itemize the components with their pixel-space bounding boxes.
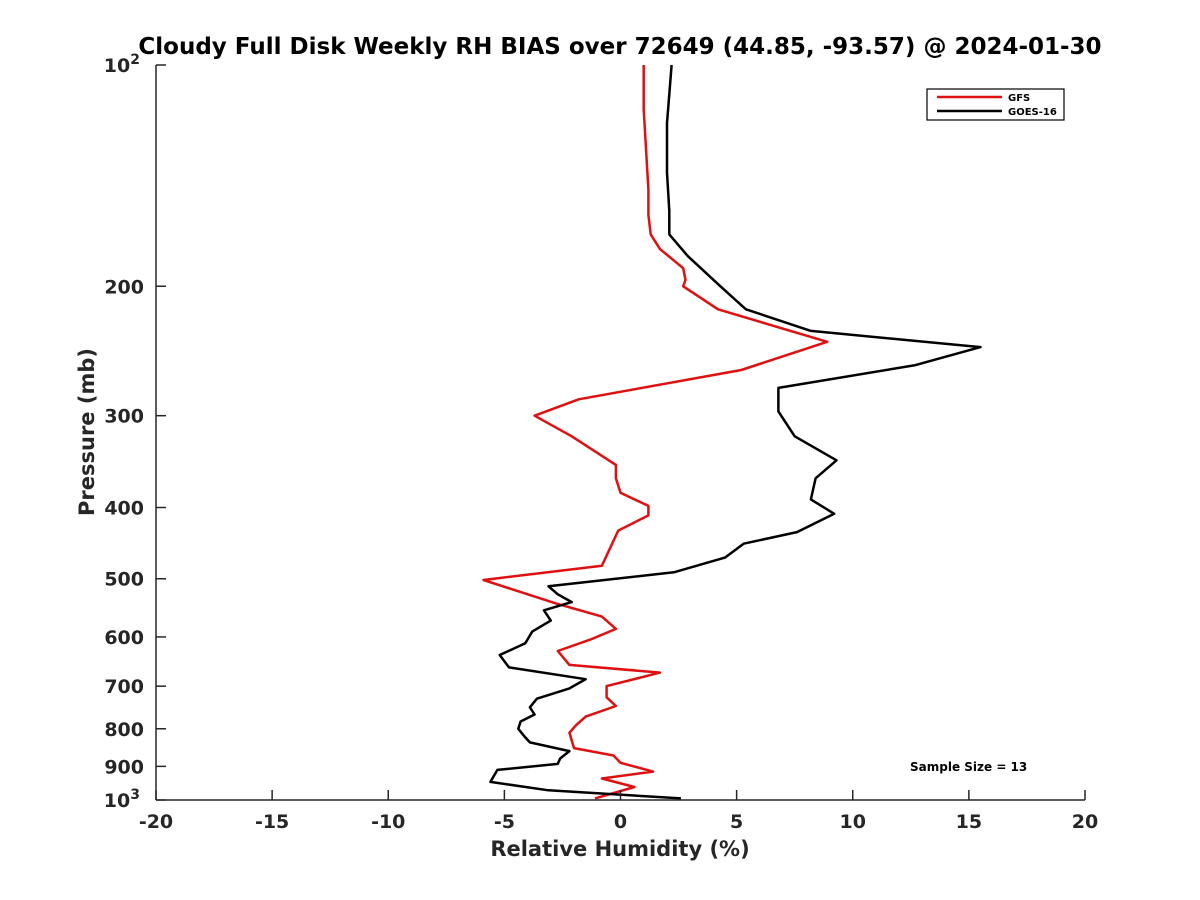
- x-ticks: -20 -15 -10 -5 0 5 10 15 20: [139, 790, 1098, 833]
- legend-label-gfs: GFS: [1008, 93, 1030, 104]
- series-line-goes-16: [489, 64, 982, 800]
- y-tick-label: 400: [104, 498, 144, 520]
- y-tick-label: 200: [104, 276, 144, 298]
- y-tick-label: 800: [104, 719, 144, 741]
- series-line-gfs: [482, 65, 829, 800]
- y-tick-label: 900: [104, 756, 144, 778]
- y-tick-label: 300: [104, 406, 144, 428]
- x-tick-label: 5: [730, 811, 743, 833]
- x-tick-label: 0: [614, 811, 627, 833]
- x-tick-label: 10: [840, 811, 866, 833]
- y-tick-label: 700: [104, 676, 144, 698]
- x-tick-label: 15: [956, 811, 982, 833]
- x-axis-label: Relative Humidity (%): [490, 837, 749, 861]
- y-axis-label: Pressure (mb): [75, 348, 99, 516]
- y-ticks: 102 200 300 400 500 600 700 800 900 103: [104, 52, 166, 812]
- x-tick-label: -15: [255, 811, 289, 833]
- y-tick-label: 102: [104, 52, 140, 77]
- sample-size-annotation: Sample Size = 13: [910, 760, 1027, 774]
- x-tick-label: -5: [494, 811, 515, 833]
- y-tick-label: 500: [104, 569, 144, 591]
- x-tick-label: -10: [371, 811, 405, 833]
- x-tick-label: 20: [1072, 811, 1098, 833]
- series-layer: [482, 64, 982, 800]
- legend-label-goes-16: GOES-16: [1008, 107, 1057, 118]
- plot-area: -20 -15 -10 -5 0 5 10 15 20 102 200 300 400 500 600 70…: [104, 52, 1098, 833]
- chart-title: Cloudy Full Disk Weekly RH BIAS over 726…: [138, 34, 1101, 60]
- x-tick-label: -20: [139, 811, 173, 833]
- legend: GFS GOES-16: [926, 88, 1065, 121]
- legend-box: [926, 88, 1065, 121]
- y-tick-label: 103: [104, 787, 140, 812]
- y-tick-label: 600: [104, 627, 144, 649]
